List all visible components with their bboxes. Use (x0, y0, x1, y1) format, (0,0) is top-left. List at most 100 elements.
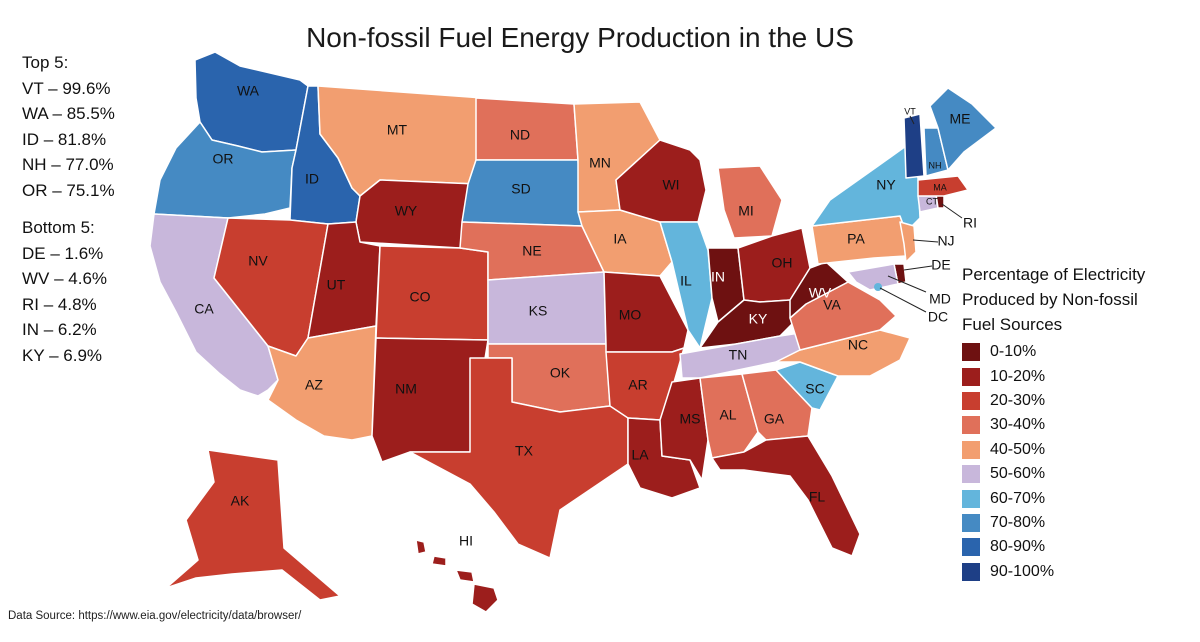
state-label-de: DE (931, 257, 950, 273)
state-label-va: VA (823, 297, 841, 313)
state-sc (775, 361, 839, 411)
state-label-in: IN (711, 269, 725, 285)
legend-label: 30-40% (990, 416, 1046, 434)
state-ny (811, 145, 921, 233)
legend-swatch (962, 391, 980, 410)
state-label-oh: OH (772, 255, 793, 271)
legend-title-line: Produced by Non-fossil (962, 290, 1138, 309)
bottom5-heading: Bottom 5: (22, 218, 95, 237)
state-nj (899, 221, 917, 263)
map-title: Non-fossil Fuel Energy Production in the… (306, 22, 854, 53)
legend-swatch (962, 440, 980, 459)
state-label-ct: CT (926, 196, 938, 206)
state-label-nv: NV (248, 253, 268, 269)
state-label-ky: KY (749, 311, 768, 327)
state-label-nc: NC (848, 337, 868, 353)
top5-heading: Top 5: (22, 53, 69, 72)
legend-label: 90-100% (990, 562, 1055, 580)
state-label-ia: IA (613, 231, 627, 247)
top5-item: OR – 75.1% (22, 180, 115, 200)
state-md (847, 263, 899, 291)
bottom5-item: WV – 4.6% (22, 269, 108, 288)
legend-title-line: Fuel Sources (962, 315, 1063, 334)
state-label-mn: MN (589, 155, 611, 171)
state-label-wy: WY (395, 203, 418, 219)
leader-line-nj (912, 239, 939, 243)
rankings-panel: Top 5: VT – 99.6% WA – 85.5% ID – 81.8% … (22, 50, 115, 368)
legend-title-line: Percentage of Electricity (962, 265, 1146, 284)
leader-line-md (887, 275, 927, 293)
state-wi (615, 139, 707, 223)
state-label-ut: UT (327, 277, 346, 293)
legend-label: 80-90% (990, 538, 1046, 556)
bottom5-item: IN – 6.2% (22, 320, 97, 339)
state-co (375, 245, 489, 341)
legend-row: 90-100% (962, 560, 1054, 584)
state-label-wv: WV (809, 285, 832, 301)
state-vt (903, 113, 925, 179)
top5-item: ID – 81.8% (22, 129, 107, 149)
state-label-dc: DC (928, 309, 948, 325)
legend-label: 0-10% (990, 343, 1037, 361)
legend-row: 70-80% (962, 511, 1054, 535)
leader-line-dc (879, 287, 927, 313)
state-label-tn: TN (729, 347, 748, 363)
state-label-il: IL (680, 273, 692, 289)
top5-item: NH – 77.0% (22, 155, 114, 174)
leader-line-vt (909, 115, 915, 125)
state-wa (194, 51, 309, 153)
bottom5-item: KY – 6.9% (22, 345, 103, 365)
state-label-ga: GA (764, 411, 785, 427)
state-label-fl: FL (809, 489, 826, 505)
state-label-mo: MO (619, 307, 642, 323)
legend-label: 70-80% (990, 513, 1046, 531)
state-dc-marker (874, 283, 882, 291)
state-label-mt: MT (387, 122, 408, 138)
state-label-ny: NY (876, 177, 896, 193)
leader-line-de (903, 265, 933, 271)
state-label-nh: NH (929, 160, 942, 170)
legend-row: 40-50% (962, 438, 1054, 462)
legend-swatch (962, 562, 980, 581)
state-me (929, 87, 997, 171)
state-label-id: ID (305, 171, 319, 187)
state-label-or: OR (213, 151, 234, 167)
state-label-al: AL (719, 407, 736, 423)
legend-swatch (962, 343, 980, 362)
state-label-ca: CA (194, 301, 214, 317)
state-il (659, 221, 713, 349)
legend-swatch (962, 538, 980, 557)
legend-swatch (962, 513, 980, 532)
state-wv (789, 261, 849, 319)
state-ak (165, 449, 341, 601)
state-tx (409, 357, 629, 559)
state-label-me: ME (950, 111, 971, 127)
state-label-sd: SD (511, 181, 530, 197)
legend-label: 40-50% (990, 440, 1046, 458)
state-label-ar: AR (628, 377, 647, 393)
legend: 0-10% 10-20% 20-30% 30-40% 40-50% 50-60% 60-70… (962, 340, 1054, 584)
state-label-nm: NM (395, 381, 417, 397)
legend-row: 30-40% (962, 413, 1054, 437)
legend-swatch (962, 489, 980, 508)
top5-item: VT – 99.6% (22, 78, 111, 98)
state-label-co: CO (410, 289, 431, 305)
state-label-nd: ND (510, 127, 530, 143)
state-label-pa: PA (847, 231, 865, 247)
leader-line-ri (941, 203, 963, 219)
state-label-ak: AK (231, 493, 250, 509)
state-hi (415, 539, 499, 613)
state-label-mi: MI (738, 203, 754, 219)
data-source-note: Data Source: https://www.eia.gov/electri… (8, 610, 302, 622)
legend-row: 50-60% (962, 462, 1054, 486)
legend-row: 10-20% (962, 364, 1054, 388)
state-label-md: MD (929, 291, 951, 307)
state-label-ms: MS (680, 411, 701, 427)
state-label-hi: HI (459, 533, 473, 549)
state-fl (711, 435, 861, 557)
state-label-ne: NE (522, 243, 541, 259)
legend-row: 0-10% (962, 340, 1054, 364)
state-label-wi: WI (662, 177, 679, 193)
state-label-ok: OK (550, 365, 571, 381)
